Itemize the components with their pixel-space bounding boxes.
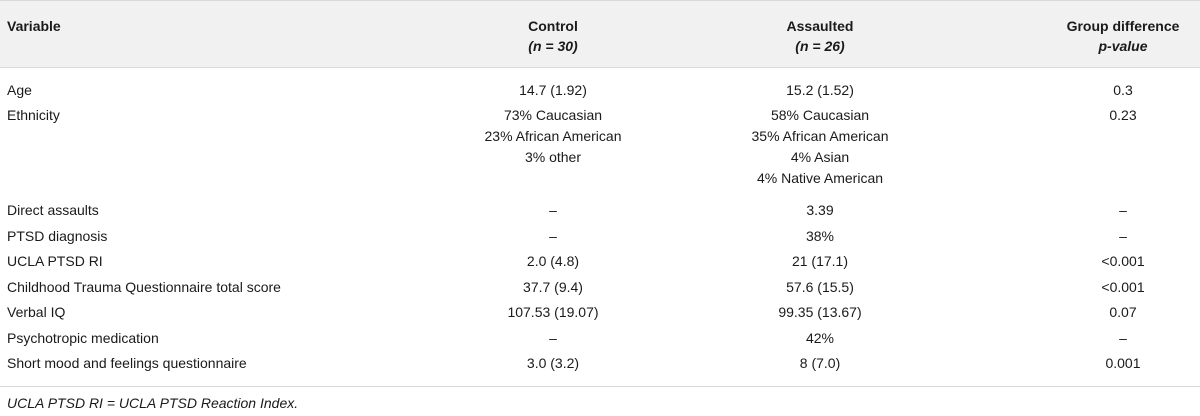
cell-variable: Short mood and feelings questionnaire (7, 355, 247, 371)
header-pvalue-label: p-value (1098, 38, 1148, 54)
cell-assaulted: 3.39 (806, 202, 834, 218)
header-assaulted-n: (n = 26) (795, 38, 845, 54)
header-group-difference: Group difference p-value (1000, 16, 1200, 56)
header-variable: Variable (7, 18, 61, 34)
cell-pvalue: – (1119, 202, 1127, 218)
cell-pvalue: <0.001 (1101, 253, 1145, 269)
cell-assaulted: 99.35 (13.67) (778, 304, 862, 320)
cell-control: 3.0 (3.2) (526, 355, 580, 371)
cell-control: 37.7 (9.4) (523, 279, 583, 295)
cell-assaulted: 15.2 (1.52) (786, 82, 854, 98)
header-control-label: Control (528, 18, 578, 34)
cell-control: 107.53 (19.07) (507, 304, 599, 320)
cell-variable: Childhood Trauma Questionnaire total sco… (7, 279, 281, 295)
cell-control: – (549, 228, 557, 244)
header-group-difference-label: Group difference (1066, 18, 1180, 34)
cell-variable: Ethnicity (7, 107, 60, 123)
cell-assaulted: 42% (805, 330, 835, 346)
cell-assaulted: 57.6 (15.5) (786, 279, 854, 295)
cell-pvalue: 0.23 (1109, 107, 1137, 123)
cell-variable: Verbal IQ (7, 304, 66, 320)
cell-control: 73% Caucasian 23% African American 3% ot… (484, 107, 622, 165)
header-control-n: (n = 30) (528, 38, 578, 54)
cell-control: 2.0 (4.8) (526, 253, 580, 269)
cell-variable: Direct assaults (7, 202, 99, 218)
cell-variable: Age (7, 82, 32, 98)
cell-assaulted: 8 (7.0) (799, 355, 841, 371)
header-assaulted-label: Assaulted (786, 18, 854, 34)
cell-assaulted: 38% (805, 228, 835, 244)
cell-pvalue: 0.3 (1113, 82, 1133, 98)
header-control: Control (n = 30) (400, 16, 706, 56)
table-footnote: UCLA PTSD RI = UCLA PTSD Reaction Index. (7, 395, 299, 411)
cell-variable: PTSD diagnosis (7, 228, 108, 244)
table-header: Variable Control (n = 30) Assaulted (n =… (0, 0, 1200, 68)
cell-control: – (549, 202, 557, 218)
table-bottom-rule (0, 386, 1200, 387)
cell-pvalue: 0.07 (1109, 304, 1137, 320)
cell-pvalue: 0.001 (1105, 355, 1141, 371)
cell-pvalue: – (1119, 330, 1127, 346)
cell-control: – (549, 330, 557, 346)
cell-assaulted: 21 (17.1) (791, 253, 849, 269)
cell-variable: UCLA PTSD RI (7, 253, 103, 269)
cell-variable: Psychotropic medication (7, 330, 159, 346)
cell-assaulted: 58% Caucasian 35% African American 4% As… (751, 107, 889, 186)
header-assaulted: Assaulted (n = 26) (667, 16, 973, 56)
cell-pvalue: – (1119, 228, 1127, 244)
cell-control: 14.7 (1.92) (519, 82, 587, 98)
cell-pvalue: <0.001 (1101, 279, 1145, 295)
